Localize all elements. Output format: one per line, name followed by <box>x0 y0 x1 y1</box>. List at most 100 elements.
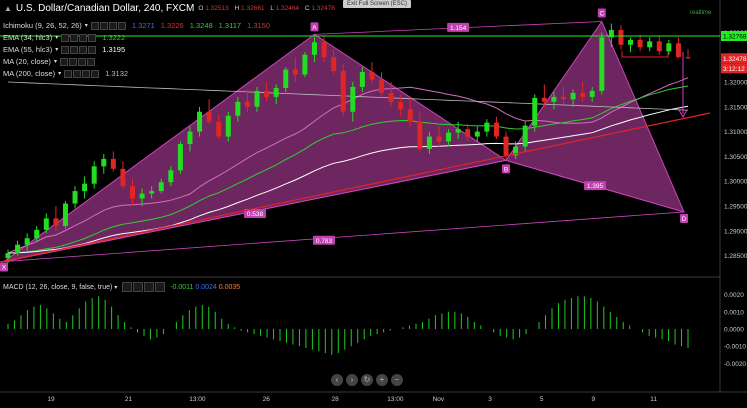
candle-body <box>91 166 97 184</box>
indicator-row[interactable]: EMA (55, hlc3) ▾ 1.3195 <box>3 43 125 56</box>
reset-icon[interactable]: ↻ <box>361 374 373 386</box>
symbol-header: ▲ U.S. Dollar/Canadian Dollar, 240, FXCM… <box>4 3 339 14</box>
candle-body <box>82 183 88 192</box>
drawing-overlays[interactable] <box>0 35 720 263</box>
macd-tick-label: -0.0020 <box>724 361 746 368</box>
candle-body <box>302 54 308 75</box>
candle-body <box>532 97 538 126</box>
macd-legend[interactable]: MACD (12, 26, close, 9, false, true) ▾ -… <box>3 282 240 292</box>
candle-body <box>235 101 241 116</box>
trend-line[interactable] <box>0 112 711 263</box>
candle-body <box>407 109 413 122</box>
indicator-label[interactable]: EMA (55, hlc3) <box>3 45 53 54</box>
scroll-right-icon[interactable]: › <box>346 374 358 386</box>
dropdown-icon[interactable]: ▾ <box>53 59 57 65</box>
moving-average-lines <box>7 77 689 254</box>
candle-body <box>216 121 222 137</box>
price-tick-label: 1.28500 <box>724 253 747 260</box>
pattern-line-xd <box>3 211 685 262</box>
zoom-out-icon[interactable]: − <box>391 374 403 386</box>
indicator-row[interactable]: Ichimoku (9, 26, 52, 26) ▾ 1.3271 1.3226 1.3… <box>3 19 270 32</box>
candle-body <box>369 72 375 80</box>
exit-fullscreen-button[interactable]: Exit Full Screen (ESC) <box>343 0 412 8</box>
pattern-point-badge <box>597 8 606 18</box>
candle-body <box>225 115 231 137</box>
candle-body <box>446 132 452 142</box>
time-tick-label: 26 <box>263 396 271 403</box>
candle-body <box>321 42 327 58</box>
macd-tick-label: -0.0010 <box>724 344 746 351</box>
candle-body <box>618 29 624 45</box>
price-axis[interactable]: 1.330001.325001.320001.315001.310001.305… <box>721 30 747 260</box>
indicator-value: 1.3248 <box>189 21 213 30</box>
indicator-controls[interactable] <box>59 57 95 66</box>
indicator-label[interactable]: Ichimoku (9, 26, 52, 26) <box>3 21 82 30</box>
candle-body <box>177 144 183 171</box>
candle-body <box>637 39 643 48</box>
indicator-row[interactable]: EMA (34, hlc3) ▾ 1.3222 <box>3 31 125 44</box>
realtime-badge: realtime <box>690 10 712 16</box>
pattern-point-label: A <box>312 24 317 31</box>
time-tick-label: 28 <box>331 396 339 403</box>
bar-countdown-tag-bg <box>721 63 747 74</box>
pattern-ratio-badge <box>313 235 335 245</box>
candle-body <box>656 41 662 52</box>
indicator-label[interactable]: MA (20, close) <box>3 57 51 66</box>
indicator-value: 1.3222 <box>102 33 126 42</box>
zoom-in-icon[interactable]: + <box>376 374 388 386</box>
indicator-value: 1.3226 <box>160 21 184 30</box>
indicator-label[interactable]: MA (200, close) <box>3 69 56 78</box>
macd-controls[interactable] <box>122 282 166 292</box>
range-bracket[interactable] <box>621 51 669 58</box>
time-axis[interactable]: 19 21 13:00 26 28 13:00 Nov 3 5 9 11 <box>47 396 657 403</box>
macd-value-macd: 0.0024 <box>195 283 217 291</box>
candle-body <box>197 111 203 132</box>
candle-body <box>254 90 260 107</box>
candle-body <box>628 39 634 45</box>
time-tick-label: 19 <box>47 396 55 403</box>
indicator-row[interactable]: MA (20, close) ▾ <box>3 55 95 68</box>
candle-body <box>541 97 547 102</box>
macd-histogram <box>7 296 689 355</box>
scroll-left-icon[interactable]: ‹ <box>331 374 343 386</box>
indicator-value: 1.3117 <box>218 21 242 30</box>
dropdown-icon[interactable]: ▾ <box>84 23 88 29</box>
symbol-title[interactable]: U.S. Dollar/Canadian Dollar, 240, FXCM <box>15 3 195 14</box>
dropdown-icon[interactable]: ▾ <box>55 47 59 53</box>
candle-body <box>110 158 116 169</box>
price-tick-label: 1.31000 <box>724 129 747 136</box>
candle-body <box>465 129 471 137</box>
candle-body <box>34 229 40 239</box>
chart-nav-controls: ‹ › ↻ + − <box>331 374 403 386</box>
candle-body <box>62 203 68 226</box>
candle-body <box>244 101 250 107</box>
pattern-ratio-label: 0.538 <box>247 211 264 218</box>
collapse-icon[interactable]: ▲ <box>4 4 12 13</box>
pattern-point-label: B <box>504 166 508 173</box>
indicator-controls[interactable] <box>61 45 97 54</box>
candle-body <box>551 96 557 102</box>
dropdown-icon[interactable]: ▾ <box>58 71 62 77</box>
candle-body <box>359 72 365 87</box>
candle-body <box>388 92 394 102</box>
dropdown-icon[interactable]: ▾ <box>55 35 59 41</box>
candle-body <box>560 96 566 100</box>
price-tick-label: 1.32000 <box>724 80 747 87</box>
indicator-value: 1.3150 <box>247 21 271 30</box>
macd-label[interactable]: MACD (12, 26, close, 9, false, true) <box>3 283 113 291</box>
candle-body <box>379 79 385 93</box>
indicator-controls[interactable] <box>64 69 100 78</box>
indicator-row[interactable]: MA (200, close) ▾ 1.3132 <box>3 67 128 80</box>
macd-tick-label: 0.0000 <box>724 327 744 334</box>
indicator-controls[interactable] <box>90 21 126 30</box>
indicator-value: 1.3195 <box>102 45 126 54</box>
pattern-point-label: D <box>682 216 687 223</box>
candlestick-series <box>5 23 691 264</box>
macd-tick-label: 0.0020 <box>724 292 744 299</box>
current-price-tag: 1.32478 <box>723 56 747 63</box>
candle-body <box>158 182 164 192</box>
indicator-controls[interactable] <box>61 33 97 42</box>
indicator-label[interactable]: EMA (34, hlc3) <box>3 33 53 42</box>
dropdown-icon[interactable]: ▾ <box>114 284 118 291</box>
